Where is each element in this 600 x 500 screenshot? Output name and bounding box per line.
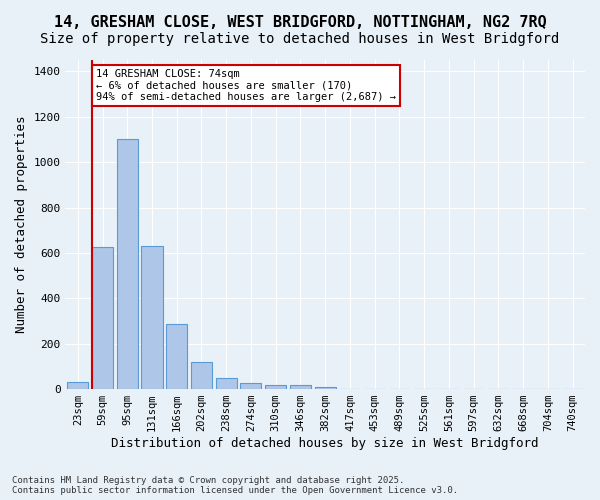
Bar [117,140,138,389]
Bar [314,388,336,389]
Bar [241,384,262,389]
Bar [166,324,187,389]
Text: Contains HM Land Registry data © Crown copyright and database right 2025.
Contai: Contains HM Land Registry data © Crown c… [12,476,458,495]
Y-axis label: Number of detached properties: Number of detached properties [15,116,28,334]
Bar [191,362,212,389]
Text: Size of property relative to detached houses in West Bridgford: Size of property relative to detached ho… [40,32,560,46]
Bar [216,378,237,389]
Bar [92,247,113,389]
Bar [290,384,311,389]
Text: 14 GRESHAM CLOSE: 74sqm
← 6% of detached houses are smaller (170)
94% of semi-de: 14 GRESHAM CLOSE: 74sqm ← 6% of detached… [96,69,396,102]
X-axis label: Distribution of detached houses by size in West Bridgford: Distribution of detached houses by size … [112,437,539,450]
Bar [142,246,163,389]
Bar [265,384,286,389]
Text: 14, GRESHAM CLOSE, WEST BRIDGFORD, NOTTINGHAM, NG2 7RQ: 14, GRESHAM CLOSE, WEST BRIDGFORD, NOTTI… [53,15,547,30]
Bar [67,382,88,389]
